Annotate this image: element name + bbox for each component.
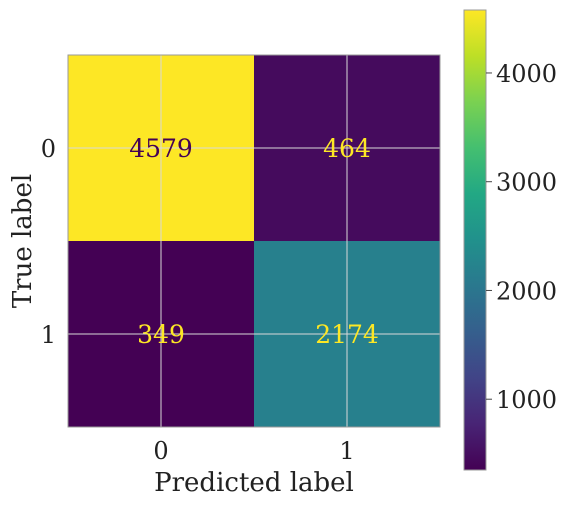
y-tick-label-0: 0 [41, 135, 56, 163]
x-tick-label-1: 1 [339, 437, 354, 465]
cell-annotations: 4579 464 349 2174 [129, 134, 379, 349]
colorbar: 1000 2000 3000 4000 [463, 9, 557, 471]
y-tick-label-1: 1 [41, 321, 56, 349]
colorbar-tick-label-0: 1000 [496, 386, 557, 414]
plot-frame [67, 54, 441, 428]
cell-value-1-1: 2174 [315, 320, 379, 349]
colorbar-ticks: 1000 2000 3000 4000 [486, 60, 557, 414]
cell-value-0-1: 464 [323, 134, 371, 163]
matrix-cells [68, 55, 440, 427]
x-tick-label-0: 0 [153, 437, 168, 465]
grid-lines [68, 55, 440, 427]
x-axis-label: Predicted label [154, 468, 354, 498]
cell-value-0-0: 4579 [129, 134, 193, 163]
colorbar-tick-label-1: 2000 [496, 277, 557, 305]
colorbar-gradient [464, 10, 486, 470]
colorbar-tick-label-2: 3000 [496, 169, 557, 197]
colorbar-tick-label-3: 4000 [496, 60, 557, 88]
y-axis-ticks: 01 [41, 135, 56, 349]
cell-value-1-0: 349 [137, 320, 185, 349]
colorbar-frame [463, 9, 487, 471]
y-axis-label: True label [8, 174, 38, 308]
